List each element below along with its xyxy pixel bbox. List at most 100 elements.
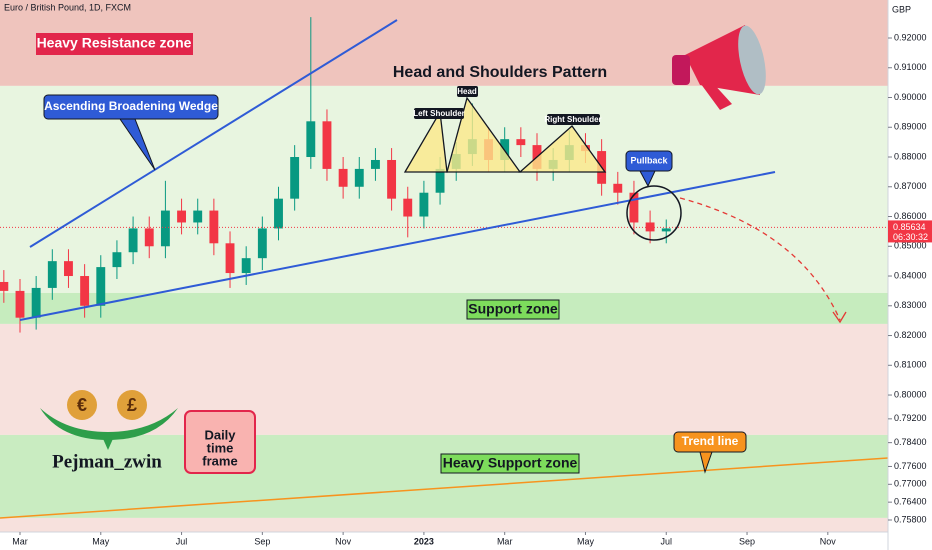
x-tick-label: Jul xyxy=(660,536,672,546)
shoulder-label: Right Shoulder xyxy=(544,115,601,124)
y-tick-label: 0.75800 xyxy=(894,514,927,524)
zone-label: Support zone xyxy=(468,301,558,317)
zone-label: Heavy Support zone xyxy=(443,455,578,471)
pattern-title: Head and Shoulders Pattern xyxy=(393,64,607,81)
calendar-icon xyxy=(184,410,256,474)
author: Pejman_zwin xyxy=(52,451,162,472)
candle-body xyxy=(354,168,364,187)
projection-arrow xyxy=(679,197,841,321)
shoulder-label: Left Shoulder xyxy=(413,109,465,118)
y-tick-label: 0.76400 xyxy=(894,497,927,507)
callout-tail xyxy=(639,170,656,188)
zone xyxy=(0,517,888,532)
head-label: Head xyxy=(457,87,477,96)
y-tick-label: 0.90000 xyxy=(894,92,927,102)
y-tick-label: 0.83000 xyxy=(894,300,927,310)
candle-body xyxy=(661,228,671,232)
y-tick-label: 0.81000 xyxy=(894,360,927,370)
candle-body xyxy=(387,159,397,199)
timeframe: Daily xyxy=(204,427,236,442)
y-tick-label: 0.84000 xyxy=(894,270,927,280)
last-price-label: 0.85634 xyxy=(893,222,926,232)
x-tick-label: 2023 xyxy=(414,536,434,546)
y-tick-label: 0.92000 xyxy=(894,32,927,42)
price-axis xyxy=(888,0,932,550)
x-tick-label: May xyxy=(92,536,110,546)
label-box xyxy=(466,299,560,320)
candle-body xyxy=(96,267,106,306)
candle-body xyxy=(629,192,639,223)
label-box xyxy=(440,453,580,474)
x-tick-label: Jul xyxy=(176,536,188,546)
candle-body xyxy=(613,183,623,193)
x-tick-label: Mar xyxy=(12,536,28,546)
drawings xyxy=(0,19,889,519)
timeframe: time xyxy=(207,440,234,455)
candle-body xyxy=(338,168,348,187)
callout-text: Trend line xyxy=(682,434,739,448)
currency: GBP xyxy=(892,4,911,14)
shoulder-label-box xyxy=(414,108,464,119)
megaphone-icon xyxy=(672,25,766,110)
label-box xyxy=(36,33,193,55)
y-tick-label: 0.88000 xyxy=(894,151,927,161)
y-tick-label: 0.91000 xyxy=(894,62,927,72)
pullback-circle xyxy=(626,185,682,241)
candle-body xyxy=(112,252,122,268)
candle-body xyxy=(419,192,429,217)
arrow-head xyxy=(832,311,847,324)
zone xyxy=(0,323,888,435)
time-axis xyxy=(0,532,888,550)
y-tick-label: 0.80000 xyxy=(894,389,927,399)
candle-body xyxy=(274,198,283,229)
y-tick-label: 0.86000 xyxy=(894,211,927,221)
countdown: 06:30:32 xyxy=(893,232,928,242)
y-tick-label: 0.77600 xyxy=(894,461,927,471)
candle-body xyxy=(370,159,380,169)
last-price-tag xyxy=(888,220,932,243)
head-label-box xyxy=(457,86,478,97)
shoulder-label-box xyxy=(547,114,600,125)
candle-body xyxy=(31,287,41,318)
callout-text: Ascending Broadening Wedge xyxy=(44,99,218,113)
svg-text:€: € xyxy=(77,395,87,415)
candle-body xyxy=(290,157,300,199)
axes: 0.92000 0.91000 0.90000 0.89000 0.88000 0.870… xyxy=(12,32,932,546)
y-tick-label: 0.89000 xyxy=(894,122,927,132)
candle-body xyxy=(403,198,413,217)
y-tick-label: 0.78400 xyxy=(894,437,927,447)
x-tick-label: Mar xyxy=(497,536,513,546)
candle-body xyxy=(645,222,655,232)
candle-body xyxy=(241,258,251,274)
candle-body xyxy=(128,228,138,253)
candle-body xyxy=(225,243,235,274)
logo: € £ xyxy=(40,390,178,450)
candles xyxy=(0,17,888,333)
x-tick-label: May xyxy=(577,536,595,546)
timeframe: frame xyxy=(202,453,237,468)
trend-line xyxy=(0,457,889,519)
y-tick-label: 0.82000 xyxy=(894,330,927,340)
candle-body xyxy=(64,261,73,277)
candle-body xyxy=(306,121,316,158)
candle-body xyxy=(435,168,445,193)
candle-body xyxy=(257,228,267,259)
candle-body xyxy=(516,139,526,146)
candle-body xyxy=(160,210,170,247)
y-tick-label: 0.85000 xyxy=(894,241,927,251)
candle-body xyxy=(47,261,57,288)
x-tick-label: Nov xyxy=(335,536,352,546)
chart-title: Euro / British Pound, 1D, FXCM xyxy=(4,2,131,12)
candle-body xyxy=(193,210,203,223)
candle-body xyxy=(144,228,154,247)
wedge-upper-line xyxy=(29,19,398,248)
candle-body xyxy=(0,281,9,291)
wedge-lower-line xyxy=(19,171,776,321)
candle-body xyxy=(15,290,25,318)
svg-text:£: £ xyxy=(127,395,137,415)
zone-label: Heavy Resistance zone xyxy=(37,35,192,51)
head-shape xyxy=(446,96,522,173)
candle-body xyxy=(177,210,187,223)
y-tick-label: 0.77000 xyxy=(894,479,927,489)
